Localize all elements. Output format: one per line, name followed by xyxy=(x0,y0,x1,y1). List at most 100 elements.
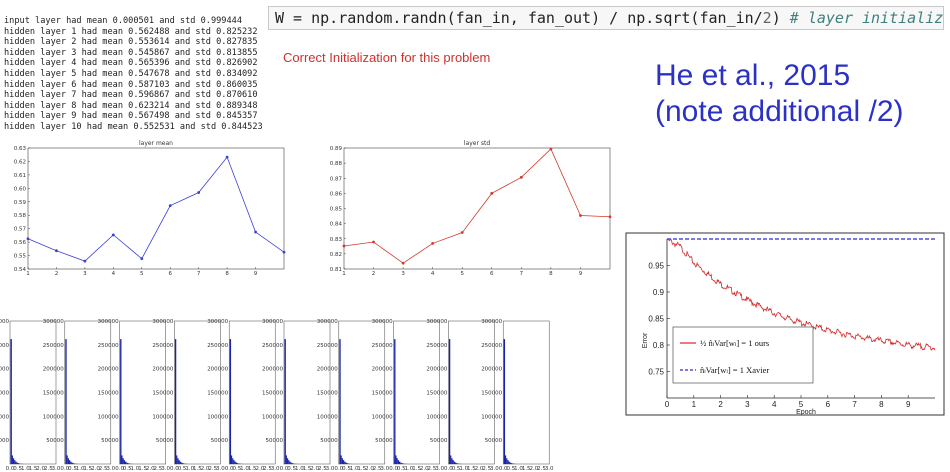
hist-y-tick-label: 300000 xyxy=(262,319,283,325)
y-tick-label: 0.8 xyxy=(653,341,665,350)
hist-bar xyxy=(125,461,127,464)
hist-bar xyxy=(237,463,239,464)
hist-y-tick-label: 200000 xyxy=(0,367,9,373)
title-line-2: (note additional /2) xyxy=(655,95,904,128)
data-point xyxy=(401,261,405,265)
data-point xyxy=(140,257,144,261)
y-tick-label: 0.55 xyxy=(14,254,27,260)
histogram-panel-9: 50000 100000 150000 200000 250000 300000 0.00.… xyxy=(426,319,499,472)
x-tick-label: 8 xyxy=(225,271,229,277)
hist-y-tick-label: 150000 xyxy=(262,391,283,397)
hist-bar xyxy=(70,461,72,464)
hist-x-tick-label: 2.5 xyxy=(208,466,217,472)
hist-bar-zero xyxy=(229,339,232,464)
hist-x-tick-label: 1.0 xyxy=(514,466,523,472)
code-close: ) xyxy=(771,9,790,27)
x-tick-label: 1 xyxy=(692,400,697,409)
hist-bar xyxy=(66,455,68,464)
y-axis-label: Error xyxy=(642,332,649,348)
hist-bar-zero xyxy=(448,339,451,464)
hist-y-tick-label: 300000 xyxy=(152,319,173,325)
data-point xyxy=(519,175,523,179)
code-expression: W = np.random.randn(fan_in, fan_out) / n… xyxy=(275,9,763,27)
data-point xyxy=(282,250,286,254)
hist-y-tick-label: 150000 xyxy=(152,391,173,397)
hist-x-tick-label: 2.0 xyxy=(255,466,264,472)
hist-bar xyxy=(395,455,397,464)
hist-x-tick-label: 1.0 xyxy=(21,466,30,472)
hist-frame xyxy=(502,320,550,465)
hist-y-tick-label: 250000 xyxy=(0,343,9,349)
hist-x-tick-label: 0.0 xyxy=(115,466,124,472)
hist-frame xyxy=(338,320,386,465)
x-tick-label: 3 xyxy=(745,400,750,409)
hist-x-tick-label: 3.0 xyxy=(216,466,225,472)
hist-bar xyxy=(123,460,126,464)
hist-y-tick-label: 300000 xyxy=(43,319,64,325)
hist-bar xyxy=(396,458,398,464)
hist-bar xyxy=(285,455,287,464)
hist-x-tick-label: 0.0 xyxy=(444,466,453,472)
x-tick-label: 7 xyxy=(520,271,524,277)
x-tick-label: 2 xyxy=(718,400,723,409)
hist-bar xyxy=(286,458,289,464)
hist-y-tick-label: 50000 xyxy=(46,438,64,444)
histogram-panel-6: 50000 100000 150000 200000 250000 300000 0.00.… xyxy=(262,319,335,472)
hist-frame xyxy=(393,320,440,465)
hist-x-tick-label: 0.5 xyxy=(178,466,187,472)
hist-x-tick-label: 0.5 xyxy=(452,466,461,472)
hist-bar xyxy=(235,462,238,464)
hist-y-tick-label: 250000 xyxy=(317,343,338,349)
x-tick-label: 1 xyxy=(342,271,346,277)
hist-y-tick-label: 100000 xyxy=(262,414,283,420)
hist-y-tick-label: 150000 xyxy=(426,391,447,397)
hist-y-tick-label: 150000 xyxy=(98,391,119,397)
y-tick-label: 0.59 xyxy=(14,200,27,206)
hist-y-tick-label: 150000 xyxy=(43,391,64,397)
hist-x-tick-label: 1.0 xyxy=(185,466,194,472)
hist-bar xyxy=(342,460,345,464)
code-comment: # layer initialization xyxy=(789,9,944,27)
y-tick-label: 0.62 xyxy=(14,159,26,165)
hist-bar-zero xyxy=(503,339,506,464)
data-point xyxy=(431,242,435,245)
hist-y-tick-label: 100000 xyxy=(43,414,64,420)
hist-y-tick-label: 250000 xyxy=(262,343,283,349)
x-tick-label: 4 xyxy=(772,400,777,409)
hist-y-tick-label: 200000 xyxy=(262,367,283,373)
hist-y-tick-label: 100000 xyxy=(0,414,9,420)
data-point xyxy=(460,231,464,234)
x-tick-label: 3 xyxy=(83,271,87,277)
hist-bar xyxy=(72,463,74,464)
hist-bar xyxy=(16,462,18,464)
data-point xyxy=(490,191,494,195)
hist-y-tick-label: 50000 xyxy=(101,438,119,444)
hist-bar xyxy=(289,461,291,464)
x-tick-label: 6 xyxy=(168,271,172,277)
hist-bar xyxy=(346,463,348,464)
line-plot-layer-std: layer std 0.81 0.82 0.83 0.84 0.85 0.86 0.87 0.8… xyxy=(330,140,612,277)
hist-bar-zero xyxy=(339,339,341,464)
x-tick-label: 9 xyxy=(579,271,583,277)
hist-bar xyxy=(11,455,13,464)
hist-y-tick-label: 150000 xyxy=(481,391,502,397)
hist-y-tick-label: 50000 xyxy=(430,438,448,444)
hist-x-tick-label: 0.0 xyxy=(499,466,508,472)
init-code-snippet: W = np.random.randn(fan_in, fan_out) / n… xyxy=(268,6,944,30)
x-tick-label: 5 xyxy=(140,271,144,277)
x-tick-label: 4 xyxy=(431,271,435,277)
hist-bar xyxy=(344,461,346,464)
y-tick-label: 0.54 xyxy=(14,267,27,273)
hist-bar xyxy=(178,460,180,464)
hist-bar xyxy=(234,461,236,464)
hist-x-tick-label: 1.5 xyxy=(522,466,531,472)
data-point xyxy=(608,215,612,219)
hist-x-tick-label: 3.0 xyxy=(326,466,335,472)
hist-bar-zero xyxy=(65,339,67,464)
y-tick-label: 0.63 xyxy=(14,146,27,152)
hist-bar xyxy=(341,458,343,464)
x-tick-label: 0 xyxy=(665,400,670,409)
hist-x-tick-label: 0.0 xyxy=(60,466,69,472)
legend-box xyxy=(672,326,814,384)
